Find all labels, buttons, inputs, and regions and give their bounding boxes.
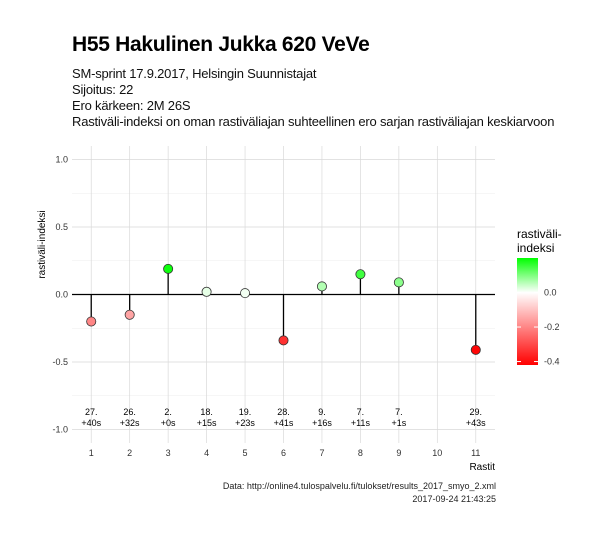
point-rank-label: 7. [357, 407, 365, 417]
y-tick-label: -1.0 [52, 425, 68, 435]
subtitle-line-4: Rastiväli-indeksi on oman rastiväliajan … [72, 114, 555, 129]
point-diff-label: +40s [81, 418, 101, 428]
data-point [393, 277, 404, 288]
legend-colorbar [517, 258, 538, 365]
point-rank-label: 2. [164, 407, 172, 417]
point-diff-label: +23s [235, 418, 255, 428]
legend-break-label: -0.4 [544, 357, 560, 367]
x-tick-label: 6 [281, 448, 286, 458]
x-tick-label: 9 [396, 448, 401, 458]
x-tick-label: 5 [243, 448, 248, 458]
y-tick-label: -0.5 [52, 357, 68, 367]
point-diff-label: +32s [120, 418, 140, 428]
subtitle-line-1: SM-sprint 17.9.2017, Helsingin Suunnista… [72, 66, 317, 81]
point-rank-label: 19. [239, 407, 252, 417]
point-diff-label: +15s [197, 418, 217, 428]
point-diff-label: +1s [391, 418, 406, 428]
data-point [316, 281, 327, 292]
point-diff-label: +0s [161, 418, 176, 428]
y-tick-label: 1.0 [55, 155, 68, 165]
x-tick-label: 11 [471, 448, 480, 458]
data-point [124, 309, 135, 320]
data-point [86, 316, 97, 327]
y-tick-label: 0.5 [55, 222, 68, 232]
x-tick-label: 8 [358, 448, 363, 458]
subtitle-line-2: Sijoitus: 22 [72, 82, 134, 97]
x-tick-label: 3 [166, 448, 171, 458]
legend-break-label: 0.0 [544, 288, 557, 298]
data-point [240, 288, 251, 299]
subtitle-line-3: Ero kärkeen: 2M 26S [72, 98, 191, 113]
chart-title: H55 Hakulinen Jukka 620 VeVe [72, 33, 370, 56]
point-rank-label: 7. [395, 407, 403, 417]
point-rank-label: 18. [200, 407, 213, 417]
timestamp-caption: 2017-09-24 21:43:25 [412, 494, 496, 504]
x-tick-label: 1 [89, 448, 94, 458]
y-tick-label: 0.0 [55, 290, 68, 300]
data-point [278, 335, 289, 346]
data-source-caption: Data: http://online4.tulospalvelu.fi/tul… [222, 481, 496, 491]
point-diff-label: +11s [351, 418, 371, 428]
point-diff-label: +41s [274, 418, 294, 428]
x-axis-label: Rastit [469, 462, 495, 473]
data-point [355, 269, 366, 280]
legend-break-label: -0.2 [544, 322, 560, 332]
y-axis-label: rastiväli-indeksi [37, 210, 48, 278]
x-tick-label: 7 [319, 448, 324, 458]
legend-title: indeksi [517, 241, 554, 255]
point-rank-label: 29. [470, 407, 483, 417]
point-rank-label: 28. [277, 407, 290, 417]
legend-title: rastiväli- [517, 227, 562, 241]
point-diff-label: +16s [312, 418, 332, 428]
x-tick-label: 10 [432, 448, 442, 458]
point-rank-label: 26. [123, 407, 136, 417]
point-rank-label: 27. [85, 407, 98, 417]
point-diff-label: +43s [466, 418, 486, 428]
x-tick-label: 4 [204, 448, 209, 458]
data-point [470, 344, 481, 355]
data-point [163, 263, 174, 274]
point-rank-label: 9. [318, 407, 326, 417]
data-point [201, 286, 212, 297]
x-tick-label: 2 [127, 448, 132, 458]
